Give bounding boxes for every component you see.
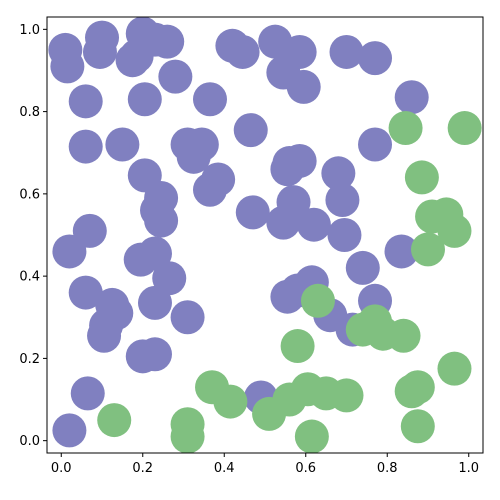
plot-frame [46, 16, 484, 454]
scatter-point-s0-9 [158, 59, 193, 94]
scatter-point-s0-15 [286, 69, 321, 104]
scatter-point-s0-46 [52, 234, 87, 269]
x-tick-label: 1.0 [458, 461, 479, 476]
scatter-point-s0-36 [270, 152, 305, 187]
scatter-point-s1-22 [170, 419, 205, 454]
scatter-point-s1-2 [404, 160, 439, 195]
scatter-point-s1-11 [345, 312, 380, 347]
scatter-point-s1-0 [388, 111, 423, 146]
scatter-point-s1-26 [400, 409, 435, 444]
scatter-point-s0-19 [68, 84, 103, 119]
y-tick-label: 0.6 [19, 187, 40, 202]
scatter-point-s0-38 [358, 127, 393, 162]
scatter-point-s1-27 [437, 351, 472, 386]
scatter-point-s1-10 [386, 318, 421, 353]
scatter-point-s1-23 [294, 419, 329, 454]
scatter-point-s0-50 [345, 250, 380, 285]
scatter-point-s0-58 [170, 300, 205, 335]
scatter-point-s0-57 [137, 285, 172, 320]
scatter-point-s0-1 [50, 49, 85, 84]
y-tick-label: 0.8 [19, 105, 40, 120]
scatter-point-s1-5 [437, 213, 472, 248]
scatter-point-s1-20 [97, 403, 132, 438]
scatter-point-s0-40 [235, 195, 270, 230]
x-tick-label: 0.2 [132, 461, 153, 476]
x-tick-label: 0.4 [214, 461, 235, 476]
scatter-point-s0-68 [52, 413, 87, 448]
y-tick-label: 0.4 [19, 270, 40, 285]
scatter-point-s0-23 [68, 129, 103, 164]
scatter-point-s0-66 [137, 337, 172, 372]
scatter-point-s0-24 [105, 127, 140, 162]
scatter-point-s0-22 [233, 113, 268, 148]
scatter-point-s0-56 [87, 318, 122, 353]
scatter-point-s0-8 [119, 39, 154, 74]
scatter-point-s0-37 [321, 156, 356, 191]
scatter-point-s0-29 [192, 172, 227, 207]
x-axis: 0.0 0.2 0.4 0.6 0.8 1.0 [51, 453, 479, 476]
scatter-point-s0-16 [329, 34, 364, 69]
y-tick-label: 0.0 [19, 434, 40, 449]
scatter-point-s0-33 [144, 203, 179, 238]
scatter-point-s0-42 [276, 185, 311, 220]
scatter-point-s1-7 [300, 283, 335, 318]
scatter-point-s0-27 [176, 139, 211, 174]
x-tick-label: 0.0 [51, 461, 72, 476]
scatter-point-s0-39 [325, 183, 360, 218]
y-tick-label: 1.0 [19, 23, 40, 38]
scatter-point-s0-51 [384, 234, 419, 269]
scatter-point-s0-44 [327, 218, 362, 252]
scatter-point-s1-1 [447, 111, 482, 146]
scatter-point-s0-17 [358, 41, 393, 76]
x-tick-label: 0.6 [295, 461, 316, 476]
scatter-point-s0-6 [150, 24, 185, 59]
scatter-point-s0-43 [296, 207, 331, 242]
scatter-point-s0-48 [137, 236, 172, 271]
scatter-point-s0-14 [282, 34, 317, 69]
x-tick-label: 0.8 [377, 461, 398, 476]
scatter-point-s1-14 [213, 384, 248, 419]
scatter-point-s1-12 [280, 329, 315, 364]
scatter-point-s0-20 [127, 82, 162, 117]
scatter-point-s1-19 [329, 378, 364, 413]
scatter-point-s0-52 [68, 275, 103, 310]
scatter-point-s1-25 [394, 374, 429, 409]
scatter-point-s0-67 [70, 376, 105, 411]
scatter-point-s1-6 [410, 232, 445, 267]
points-layer [48, 16, 482, 454]
scatter-point-s0-49 [152, 261, 187, 296]
scatter-point-s0-18 [394, 80, 429, 115]
scatter-point-s0-3 [82, 34, 117, 69]
scatter-point-s0-11 [225, 34, 260, 69]
y-tick-label: 0.2 [19, 352, 40, 367]
scatter-point-s0-21 [192, 82, 227, 117]
y-axis: 0.0 0.2 0.4 0.6 0.8 1.0 [19, 23, 47, 449]
